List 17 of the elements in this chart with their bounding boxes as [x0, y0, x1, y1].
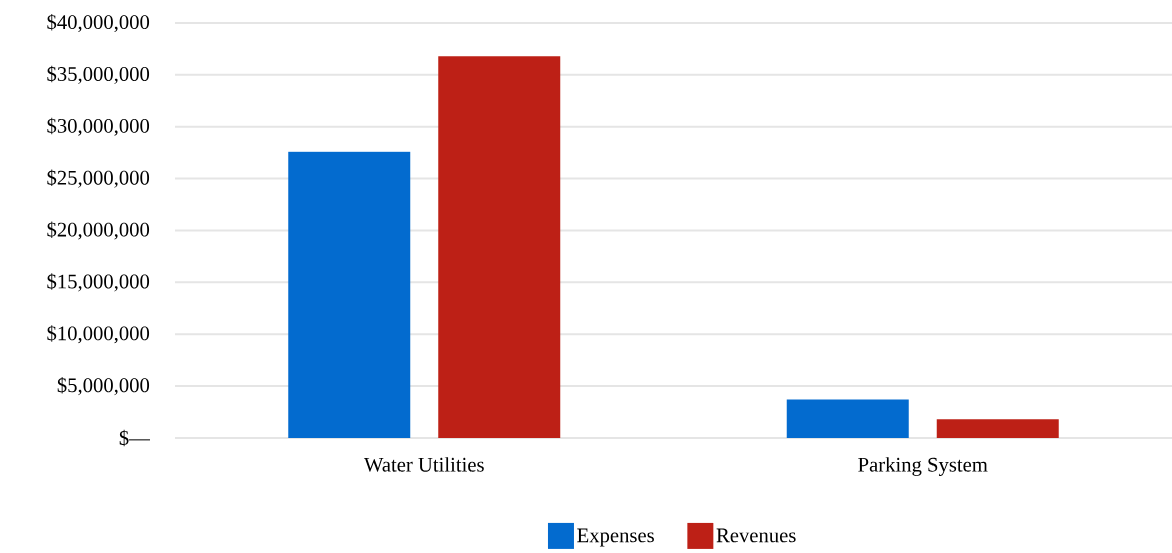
- bar: [786, 399, 909, 438]
- y-tick-label: $5,000,000: [57, 377, 150, 396]
- x-tick-label: Parking System: [858, 457, 988, 476]
- y-tick-label: $—: [119, 429, 150, 447]
- y-tick-label: $30,000,000: [47, 117, 150, 136]
- bar: [936, 419, 1059, 438]
- legend-label: Revenues: [716, 528, 796, 543]
- y-tick-label: $35,000,000: [47, 65, 150, 84]
- y-tick-label: $20,000,000: [47, 221, 150, 240]
- legend-label: Expenses: [577, 528, 654, 547]
- x-tick-label: Water Utilities: [363, 457, 484, 472]
- y-tick-label: $25,000,000: [47, 169, 150, 188]
- y-tick-label: $40,000,000: [47, 13, 150, 33]
- bar: [288, 151, 411, 438]
- y-tick-label: $10,000,000: [47, 325, 150, 344]
- y-tick-label: $15,000,000: [47, 273, 150, 292]
- bar: [438, 56, 561, 438]
